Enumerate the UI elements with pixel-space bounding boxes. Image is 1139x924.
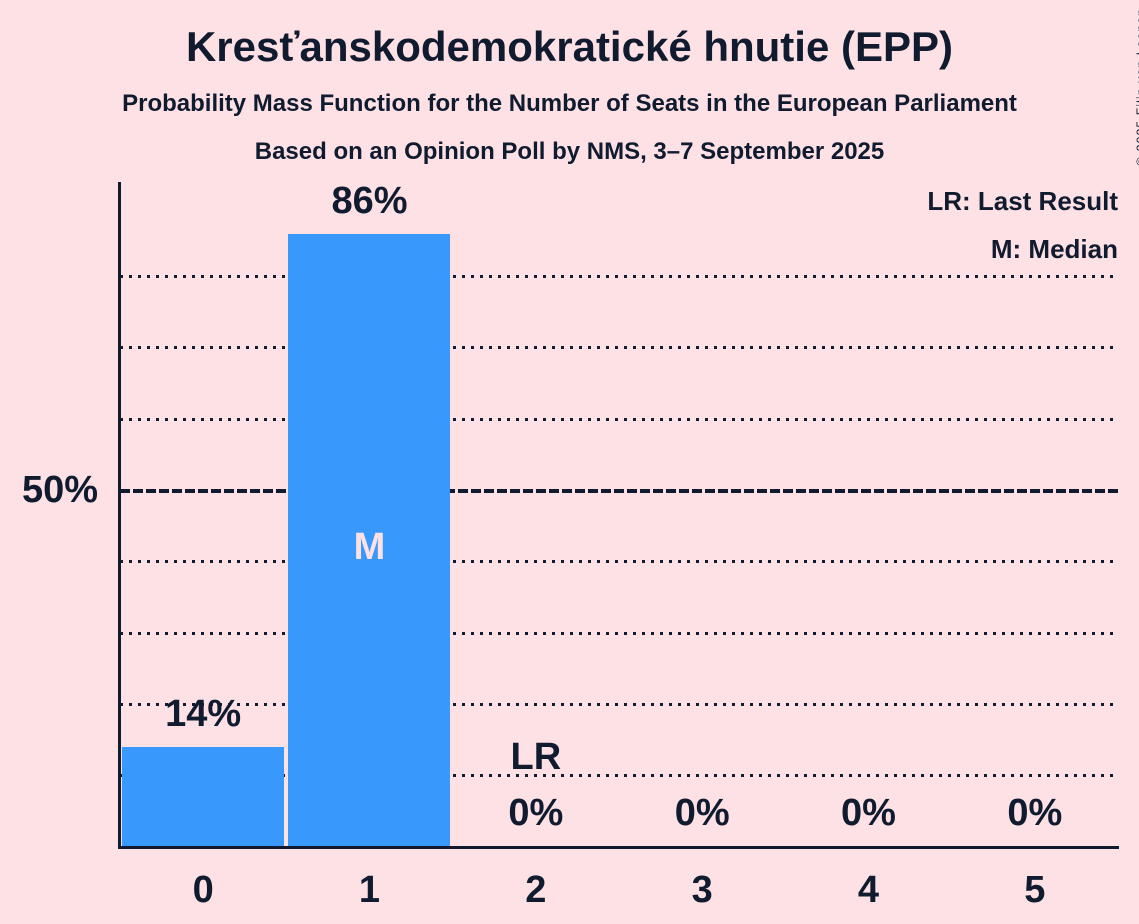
poll-source-subtitle: Based on an Opinion Poll by NMS, 3–7 Sep… xyxy=(254,138,885,165)
gridline-20pct xyxy=(120,702,1118,706)
bar-value-label: 0% xyxy=(674,792,730,834)
bar-value-label: 0% xyxy=(508,792,564,834)
gridline-80pct xyxy=(120,275,1118,279)
bar-value-label: 14% xyxy=(165,693,242,736)
y-axis-line xyxy=(118,182,121,849)
copyright-notice: © 2025 Filip van Laenen xyxy=(1134,8,1139,166)
x-tick-label: 3 xyxy=(691,869,713,911)
bar-seats-1 xyxy=(287,233,451,847)
last-result-marker: LR xyxy=(510,736,562,778)
bar-value-label: 0% xyxy=(1007,792,1063,834)
median-marker: M xyxy=(353,526,386,568)
gridline-50pct xyxy=(120,488,1118,493)
bar-value-label: 86% xyxy=(331,179,408,222)
x-tick-label: 2 xyxy=(525,869,547,911)
legend-last-result: LR: Last Result xyxy=(927,186,1118,216)
bar-seats-0 xyxy=(121,747,284,847)
gridline-70pct xyxy=(120,346,1118,350)
gridline-60pct xyxy=(120,417,1118,421)
gridline-10pct xyxy=(120,774,1118,778)
legend-median: M: Median xyxy=(990,234,1118,264)
chart-subtitle: Probability Mass Function for the Number… xyxy=(122,90,1017,117)
x-tick-label: 4 xyxy=(857,869,880,911)
x-tick-label: 0 xyxy=(192,869,214,911)
chart-title: Kresťanskodemokratické hnutie (EPP) xyxy=(185,23,954,70)
y-axis-50pct-label: 50% xyxy=(21,469,98,511)
gridline-40pct xyxy=(120,560,1118,564)
gridline-30pct xyxy=(120,631,1118,635)
bar-value-label: 0% xyxy=(841,792,896,834)
x-tick-label: 1 xyxy=(358,869,381,911)
x-tick-label: 5 xyxy=(1024,869,1046,911)
x-axis-line xyxy=(118,846,1119,849)
